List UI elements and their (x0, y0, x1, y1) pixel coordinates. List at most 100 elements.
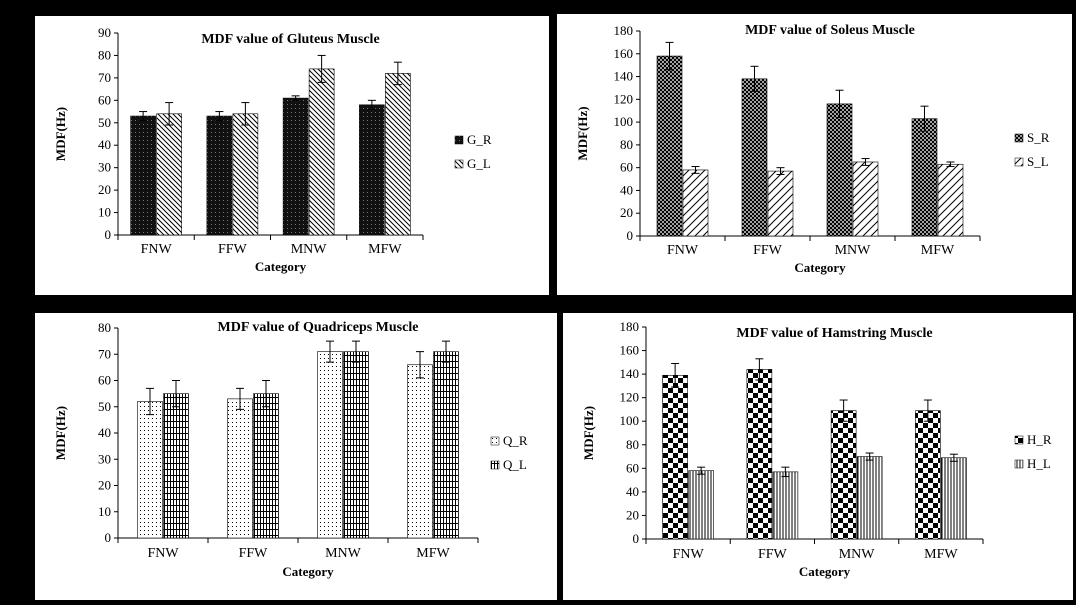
y-tick-label: 20 (98, 478, 111, 493)
y-tick-label: 40 (620, 182, 633, 197)
y-tick-label: 30 (98, 160, 111, 175)
error-bar-H_L-MNW (865, 452, 874, 461)
bar-S_L-FNW (682, 169, 709, 237)
bar-S_R-MFW (911, 118, 938, 237)
error-bar-S_L-MFW (946, 161, 955, 168)
x-tick-label: FFW (218, 242, 248, 257)
legend-label-S_L: S_L (1027, 154, 1049, 169)
bar-S_L-MNW (852, 161, 879, 237)
x-tick-label: MNW (835, 243, 872, 258)
y-tick-label: 0 (105, 227, 112, 242)
legend-label-H_R: H_R (1027, 432, 1052, 447)
chart-title: MDF value of Soleus Muscle (745, 23, 915, 38)
chart-soleus: 0 20 40 60 80 100 120 140 160 180 FNW FFW MNW MFW MDF … (575, 23, 1050, 275)
chart-title: MDF value of Gluteus Muscle (201, 32, 379, 47)
legend-swatch-S_L (1014, 157, 1024, 167)
y-axis-label: MDF(Hz) (581, 406, 596, 460)
legend-swatch-H_R (1014, 435, 1024, 445)
y-tick-label: 140 (614, 69, 634, 84)
error-bar-S_L-FFW (776, 167, 785, 175)
bar-G_L-MNW (308, 68, 335, 236)
y-tick-label: 60 (98, 92, 111, 107)
x-tick-label: MFW (368, 242, 402, 257)
error-bar-Q_R-FNW (146, 387, 154, 416)
bar-Q_R-FFW (227, 398, 253, 539)
bar-Q_R-FNW (137, 401, 163, 539)
error-bar-S_R-MNW (835, 89, 844, 119)
x-tick-label: FNW (667, 243, 699, 258)
error-bar-H_L-FNW (697, 466, 706, 475)
bar-G_R-FNW (130, 115, 156, 236)
y-tick-label: 120 (614, 91, 634, 106)
chart-gluteus: 0 10 20 30 40 50 60 70 80 90 FNW FFW MNW MFW MDF value… (53, 25, 492, 274)
bar-H_L-MFW (941, 457, 967, 540)
bar-G_R-MFW (359, 104, 385, 236)
error-bar-H_R-MFW (923, 399, 932, 422)
error-bar-G_L-MNW (317, 54, 326, 83)
legend-swatch-S_R (1014, 133, 1024, 143)
y-tick-label: 20 (620, 205, 633, 220)
error-bar-G_L-FNW (165, 102, 174, 126)
y-tick-label: 160 (620, 343, 640, 358)
error-bar-G_R-FNW (139, 111, 148, 122)
legend-label-G_L: G_L (467, 156, 491, 171)
y-tick-label: 120 (620, 390, 640, 405)
bar-H_L-FFW (772, 471, 799, 540)
legend-label-H_L: H_L (1027, 456, 1051, 471)
bar-S_R-FFW (741, 78, 768, 237)
error-bar-H_L-MFW (949, 453, 958, 462)
bar-H_L-FNW (688, 470, 714, 540)
error-bar-S_R-MFW (920, 105, 929, 132)
y-tick-label: 80 (98, 320, 111, 335)
x-axis-label: Category (794, 260, 846, 275)
y-axis-label: MDF(Hz) (575, 106, 590, 160)
y-tick-label: 40 (98, 425, 111, 440)
y-tick-label: 20 (626, 507, 639, 522)
y-tick-label: 20 (98, 182, 111, 197)
error-bar-Q_R-MFW (416, 351, 424, 379)
y-tick-label: 180 (620, 319, 640, 334)
bar-Q_R-MNW (317, 351, 343, 539)
legend-swatch-H_L (1014, 459, 1024, 469)
error-bar-G_L-MFW (393, 61, 402, 86)
x-axis-label: Category (799, 564, 851, 579)
legend-label-Q_L: Q_L (503, 457, 527, 472)
x-tick-label: MFW (924, 547, 958, 562)
error-bar-G_L-FFW (241, 102, 250, 126)
bar-Q_L-MFW (433, 351, 459, 539)
y-tick-label: 60 (626, 460, 639, 475)
y-tick-label: 40 (98, 137, 111, 152)
bar-H_L-MNW (856, 456, 883, 540)
error-bar-H_R-MNW (839, 399, 848, 422)
bar-H_R-MFW (915, 410, 941, 540)
legend-swatch-G_L (454, 159, 464, 169)
error-bar-S_L-MNW (861, 158, 870, 166)
x-axis-label: Category (255, 259, 307, 274)
bar-S_L-MFW (937, 163, 964, 237)
bar-S_R-FNW (656, 55, 683, 237)
chart-panel-gluteus: 0 10 20 30 40 50 60 70 80 90 FNW FFW MNW MFW MDF value… (35, 16, 549, 295)
bar-Q_L-FNW (163, 393, 189, 539)
y-axis-label: MDF(Hz) (53, 406, 68, 460)
x-tick-label: FNW (673, 547, 705, 562)
error-bar-Q_L-MFW (442, 340, 450, 363)
y-tick-label: 0 (105, 530, 112, 545)
error-bar-G_R-MFW (367, 99, 376, 110)
y-tick-label: 160 (614, 46, 634, 61)
y-tick-label: 90 (98, 25, 111, 40)
legend-swatch-Q_R (490, 436, 500, 446)
y-tick-label: 10 (98, 205, 111, 220)
error-bar-G_R-MNW (291, 95, 300, 101)
error-bar-Q_L-MNW (352, 340, 360, 363)
chart-panel-hamstring: 0 20 40 60 80 100 120 140 160 180 FNW FFW MNW MFW MDF … (563, 313, 1073, 600)
y-tick-label: 40 (626, 484, 639, 499)
x-tick-label: MFW (416, 546, 450, 561)
x-tick-label: FFW (758, 547, 788, 562)
error-bar-Q_L-FFW (262, 380, 270, 408)
legend-label-G_R: G_R (467, 132, 492, 147)
legend-label-S_R: S_R (1027, 130, 1050, 145)
bar-G_R-FFW (206, 115, 233, 236)
y-tick-label: 140 (620, 366, 640, 381)
y-axis-label: MDF(Hz) (53, 107, 68, 161)
error-bar-Q_R-FFW (236, 387, 244, 410)
